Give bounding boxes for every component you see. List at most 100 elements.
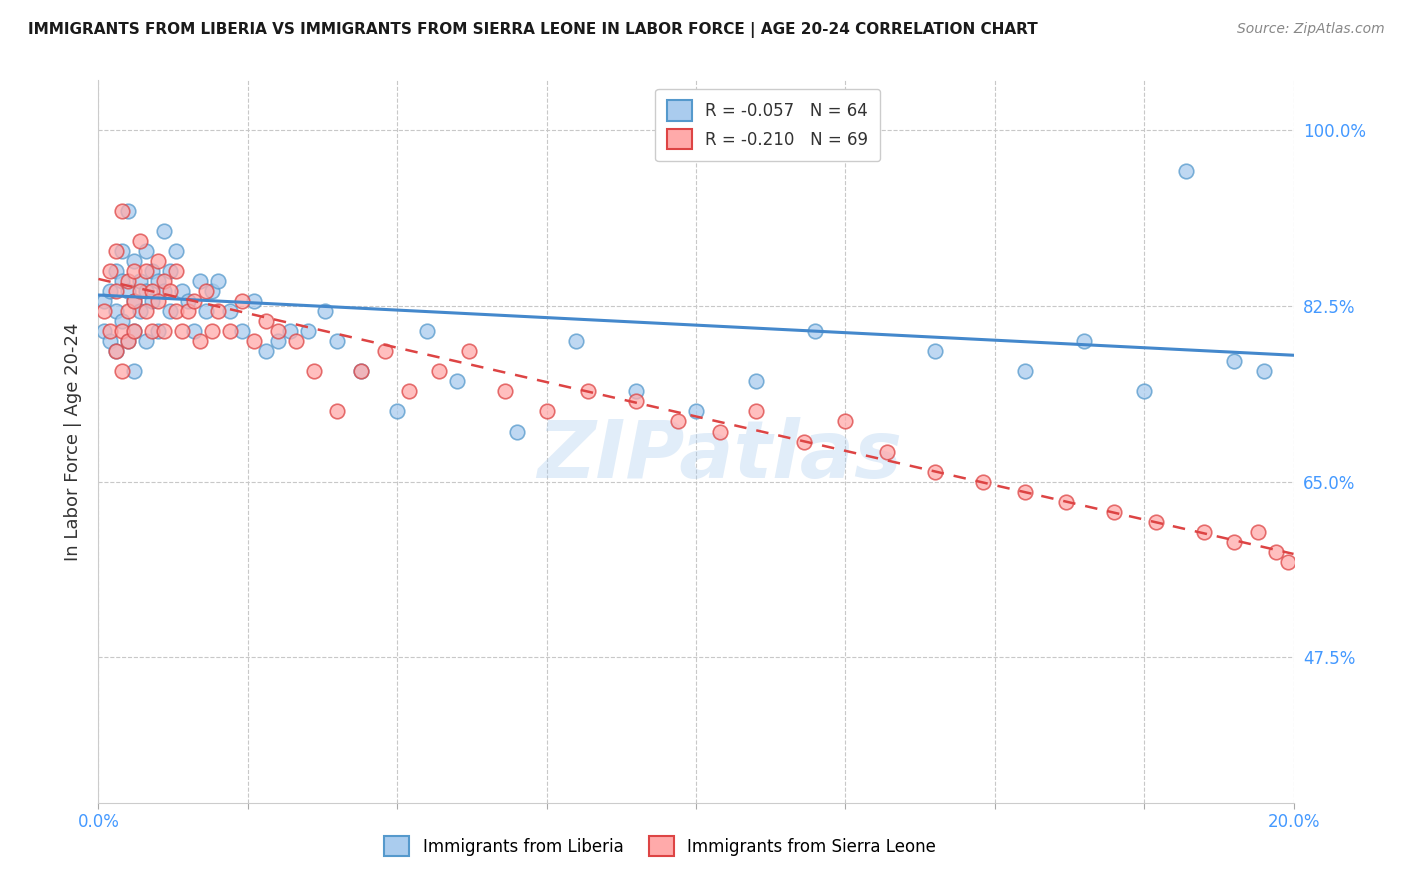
Point [98, 264, 122, 278]
Point [111, 364, 134, 378]
Point [188, 274, 211, 288]
Point [124, 364, 146, 378]
Point [105, 264, 128, 278]
Point [267, 324, 290, 338]
Point [159, 264, 181, 278]
Point [124, 264, 146, 278]
Point [1014, 364, 1036, 378]
Point [135, 304, 157, 318]
Point [117, 284, 139, 298]
Point [924, 344, 946, 359]
Point [93, 324, 115, 338]
Point [129, 234, 152, 248]
Point [278, 324, 301, 338]
Point [1175, 163, 1198, 178]
Point [105, 284, 128, 298]
Point [111, 244, 134, 258]
Point [141, 324, 163, 338]
Text: IMMIGRANTS FROM LIBERIA VS IMMIGRANTS FROM SIERRA LEONE IN LABOR FORCE | AGE 20-: IMMIGRANTS FROM LIBERIA VS IMMIGRANTS FR… [28, 22, 1038, 38]
Point [124, 293, 146, 308]
Point [1144, 515, 1167, 529]
Point [666, 414, 689, 429]
Point [398, 384, 420, 399]
Point [135, 244, 157, 258]
Point [243, 334, 266, 348]
Point [1247, 524, 1270, 539]
Point [188, 334, 211, 348]
Point [231, 324, 253, 338]
Point [254, 344, 277, 359]
Point [254, 314, 277, 328]
Text: ZIPatlas: ZIPatlas [537, 417, 903, 495]
Point [972, 475, 994, 489]
Point [626, 394, 648, 409]
Point [565, 334, 588, 348]
Point [111, 203, 134, 218]
Point [1104, 505, 1126, 519]
Point [135, 334, 157, 348]
Point [924, 465, 946, 479]
Point [148, 253, 170, 268]
Point [153, 274, 176, 288]
Point [536, 404, 558, 418]
Point [177, 304, 200, 318]
Point [446, 374, 468, 388]
Point [105, 304, 128, 318]
Point [153, 224, 176, 238]
Point [177, 293, 200, 308]
Point [1277, 555, 1299, 569]
Point [374, 344, 396, 359]
Point [207, 274, 229, 288]
Point [1223, 534, 1246, 549]
Point [793, 434, 815, 449]
Point [315, 304, 337, 318]
Point [207, 304, 229, 318]
Point [385, 404, 409, 418]
Point [494, 384, 516, 399]
Point [117, 334, 139, 348]
Point [219, 324, 242, 338]
Point [141, 264, 163, 278]
Point [129, 284, 152, 298]
Point [117, 304, 139, 318]
Point [124, 253, 146, 268]
Point [165, 264, 187, 278]
Point [172, 324, 194, 338]
Point [141, 284, 163, 298]
Point [458, 344, 481, 359]
Point [165, 244, 187, 258]
Point [297, 324, 319, 338]
Point [243, 293, 266, 308]
Point [117, 334, 139, 348]
Point [124, 293, 146, 308]
Point [1192, 524, 1215, 539]
Point [302, 364, 325, 378]
Point [165, 304, 187, 318]
Point [626, 384, 648, 399]
Point [98, 284, 122, 298]
Point [267, 334, 290, 348]
Point [148, 274, 170, 288]
Point [183, 324, 205, 338]
Point [124, 324, 146, 338]
Point [135, 264, 157, 278]
Point [195, 284, 218, 298]
Point [124, 324, 146, 338]
Point [141, 293, 163, 308]
Point [111, 274, 134, 288]
Point [1223, 354, 1246, 368]
Point [284, 334, 307, 348]
Point [135, 284, 157, 298]
Point [834, 414, 856, 429]
Point [153, 324, 176, 338]
Point [1264, 545, 1286, 559]
Point [745, 374, 768, 388]
Point [105, 344, 128, 359]
Point [326, 404, 349, 418]
Point [745, 404, 768, 418]
Point [159, 284, 181, 298]
Point [172, 284, 194, 298]
Point [98, 324, 122, 338]
Point [148, 293, 170, 308]
Point [709, 425, 731, 439]
